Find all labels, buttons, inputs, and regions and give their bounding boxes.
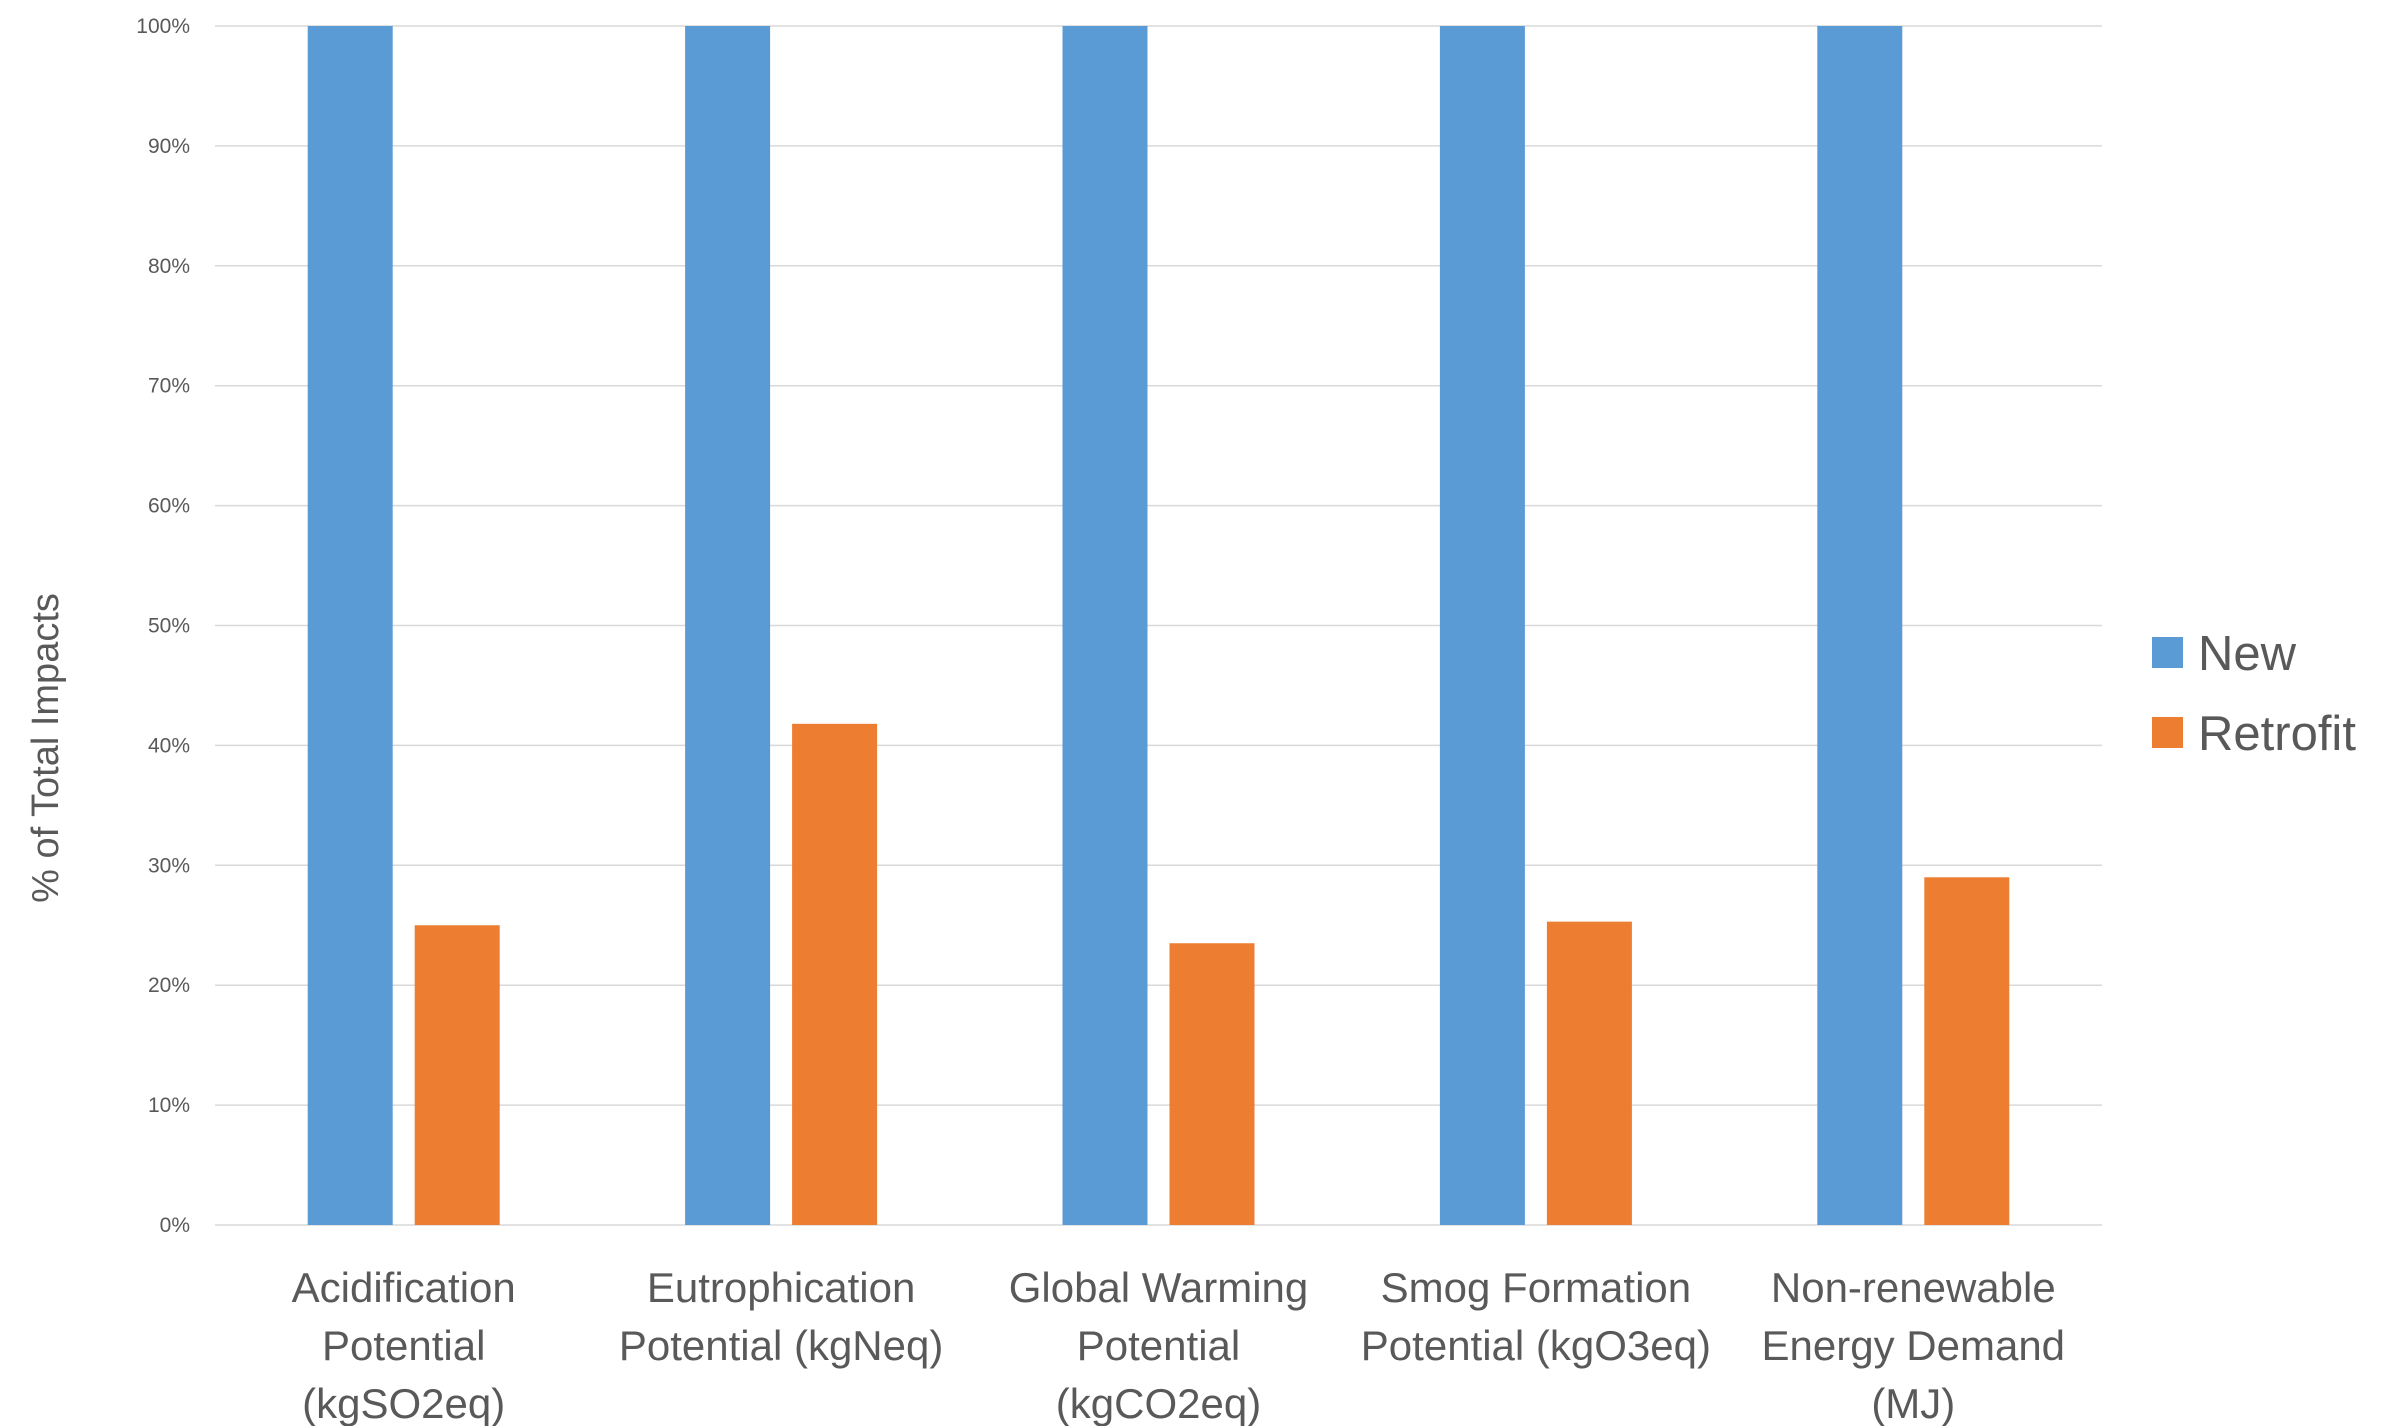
y-tick-label: 90%	[148, 135, 190, 158]
x-category-label-line: Acidification	[292, 1264, 516, 1311]
x-category-label: Acidification Potential (kgSO2eq)	[292, 1264, 516, 1426]
bar-retrofit-0	[414, 925, 500, 1225]
legend-label-new: New	[2198, 627, 2297, 681]
legend-swatch-retrofit	[2152, 717, 2183, 748]
y-tick-label: 100%	[136, 15, 190, 38]
bar-new-3	[1439, 26, 1525, 1225]
bar-retrofit-2	[1169, 943, 1255, 1225]
y-tick-label: 20%	[148, 974, 190, 997]
legend: New Retrofit	[2152, 627, 2356, 761]
legend-label-retrofit: Retrofit	[2198, 707, 2356, 761]
x-category-label: Non-renewable Energy Demand (MJ)	[1762, 1264, 2066, 1426]
x-category-label-line: Energy Demand	[1762, 1322, 2066, 1369]
legend-swatch-new	[2152, 637, 2183, 668]
bars	[307, 26, 2010, 1225]
x-category-label-line: Non-renewable	[1771, 1264, 2056, 1311]
y-tick-label: 50%	[148, 615, 190, 638]
x-category-label-line: Potential	[322, 1322, 485, 1369]
x-axis-categories: Acidification Potential (kgSO2eq) Eutrophic…	[292, 1264, 2065, 1426]
x-category-label-line: Potential (kgNeq)	[619, 1322, 944, 1369]
y-axis-label: % of Total Impacts	[25, 593, 67, 903]
x-category-label: Smog Formation Potential (kgO3eq)	[1361, 1264, 1711, 1369]
bar-retrofit-4	[1924, 877, 2010, 1225]
y-axis-ticks: 0% 10% 20% 30% 40% 50% 60% 70% 80% 90% 100%	[136, 15, 190, 1237]
x-category-label-line: (MJ)	[1871, 1380, 1955, 1426]
bar-retrofit-1	[792, 723, 878, 1225]
y-tick-label: 70%	[148, 375, 190, 398]
y-tick-label: 60%	[148, 495, 190, 518]
y-tick-label: 0%	[160, 1214, 190, 1237]
x-category-label: Eutrophication Potential (kgNeq)	[619, 1264, 944, 1369]
y-tick-label: 80%	[148, 255, 190, 278]
x-category-label-line: Potential (kgO3eq)	[1361, 1322, 1711, 1369]
x-category-label-line: Smog Formation	[1381, 1264, 1691, 1311]
x-category-label-line: Eutrophication	[647, 1264, 916, 1311]
bar-new-0	[307, 26, 393, 1225]
x-category-label-line: Global Warming	[1009, 1264, 1309, 1311]
bar-new-1	[685, 26, 771, 1225]
x-category-label-line: (kgCO2eq)	[1056, 1380, 1261, 1426]
x-category-label-line: Potential	[1077, 1322, 1240, 1369]
y-tick-label: 40%	[148, 734, 190, 757]
x-category-label: Global Warming Potential (kgCO2eq)	[1009, 1264, 1309, 1426]
bar-new-4	[1817, 26, 1903, 1225]
y-tick-label: 30%	[148, 854, 190, 877]
gridlines	[215, 25, 2102, 1226]
x-category-label-line: (kgSO2eq)	[302, 1380, 505, 1426]
bar-new-2	[1062, 26, 1148, 1225]
y-tick-label: 10%	[148, 1094, 190, 1117]
bar-retrofit-3	[1546, 921, 1632, 1225]
